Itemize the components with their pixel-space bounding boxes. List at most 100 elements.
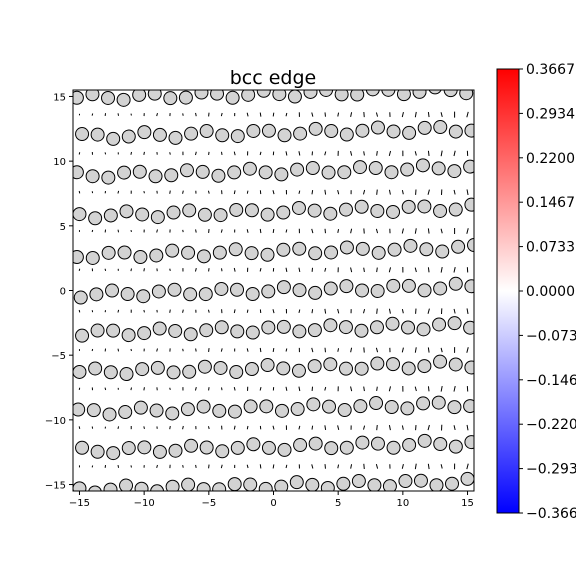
displacement-arrow <box>324 189 327 195</box>
displacement-arrow <box>233 151 236 156</box>
displacement-arrow <box>350 151 353 156</box>
atom <box>148 169 163 184</box>
displacement-arrow <box>246 190 249 194</box>
displacement-arrow <box>350 228 353 234</box>
atom <box>292 324 307 339</box>
displacement-arrow <box>78 426 81 429</box>
atom <box>433 354 448 369</box>
atom <box>261 440 276 455</box>
atom <box>244 203 259 218</box>
colorbar-gradient <box>497 69 519 513</box>
displacement-arrow <box>259 151 262 156</box>
atom <box>338 320 353 335</box>
displacement-arrow <box>311 425 314 430</box>
atom <box>370 436 385 451</box>
displacement-arrow <box>401 347 404 353</box>
atom <box>451 239 466 254</box>
atom <box>90 323 105 338</box>
y-tick-label: −10 <box>45 416 66 427</box>
displacement-arrow <box>220 229 223 233</box>
displacement-arrow <box>272 347 275 353</box>
atom <box>133 250 148 265</box>
displacement-arrow <box>221 151 223 155</box>
atom <box>306 397 321 412</box>
atom <box>412 90 427 99</box>
displacement-arrow <box>272 228 275 233</box>
atom <box>137 125 152 140</box>
displacement-arrow <box>182 425 184 430</box>
x-tick-label: 10 <box>396 498 409 509</box>
atom <box>168 443 183 458</box>
displacement-arrow <box>337 425 340 430</box>
atom <box>167 282 182 297</box>
atom <box>90 127 105 142</box>
displacement-arrow <box>259 268 262 272</box>
atom <box>401 199 416 214</box>
y-tick-label: 15 <box>53 92 66 103</box>
colorbar-tick-label: −0.2200 <box>526 417 576 433</box>
displacement-arrow <box>337 189 340 195</box>
displacement-arrow <box>376 424 378 431</box>
displacement-arrow <box>78 309 81 313</box>
displacement-arrow <box>466 424 469 431</box>
atom <box>429 478 444 491</box>
atom <box>386 440 401 455</box>
y-tick-label: 0 <box>60 287 66 298</box>
displacement-arrow <box>388 308 391 314</box>
displacement-arrow <box>466 189 469 196</box>
displacement-arrow <box>233 267 236 272</box>
atom <box>319 90 334 97</box>
atom <box>165 406 180 421</box>
displacement-arrow <box>311 112 314 117</box>
atom <box>402 437 417 452</box>
atom <box>467 238 474 253</box>
displacement-arrow <box>350 386 353 392</box>
displacement-arrow <box>285 386 288 391</box>
atom <box>400 162 415 177</box>
displacement-arrow <box>414 386 417 392</box>
atom <box>368 161 383 176</box>
atom <box>102 407 117 422</box>
atom <box>85 90 100 102</box>
atom <box>351 474 366 489</box>
atom <box>384 400 399 415</box>
displacement-arrow <box>207 426 210 430</box>
atom <box>276 280 291 295</box>
displacement-arrow <box>388 150 392 156</box>
displacement-arrow <box>453 425 456 431</box>
atom <box>401 278 416 293</box>
displacement-arrow <box>324 267 327 272</box>
colorbar-tick-label: 0.1467 <box>526 195 575 211</box>
displacement-arrow <box>169 425 171 430</box>
atom <box>260 358 275 373</box>
displacement-arrow <box>194 268 197 272</box>
atom <box>117 245 132 260</box>
displacement-arrow <box>207 190 210 194</box>
displacement-arrow <box>440 112 443 118</box>
atom <box>258 165 273 180</box>
atom <box>413 473 428 488</box>
displacement-arrow <box>259 228 262 234</box>
displacement-arrow <box>311 309 314 314</box>
displacement-arrow <box>376 267 378 273</box>
displacement-arrow <box>298 309 301 314</box>
displacement-arrow <box>350 347 353 353</box>
displacement-arrow <box>466 463 469 470</box>
displacement-arrow <box>259 386 262 391</box>
atom <box>212 482 227 491</box>
atom <box>292 241 307 256</box>
atom <box>464 360 474 375</box>
displacement-arrow <box>78 190 81 194</box>
displacement-arrow <box>375 347 379 353</box>
atom <box>400 401 415 416</box>
atom <box>73 364 87 379</box>
displacement-arrow <box>311 464 314 469</box>
atom <box>213 208 228 223</box>
atom <box>323 318 338 333</box>
atom <box>199 323 214 338</box>
atom <box>307 359 322 374</box>
atom <box>89 287 104 302</box>
displacement-arrow <box>91 229 94 233</box>
atom <box>402 125 417 140</box>
displacement-arrow <box>401 308 404 314</box>
